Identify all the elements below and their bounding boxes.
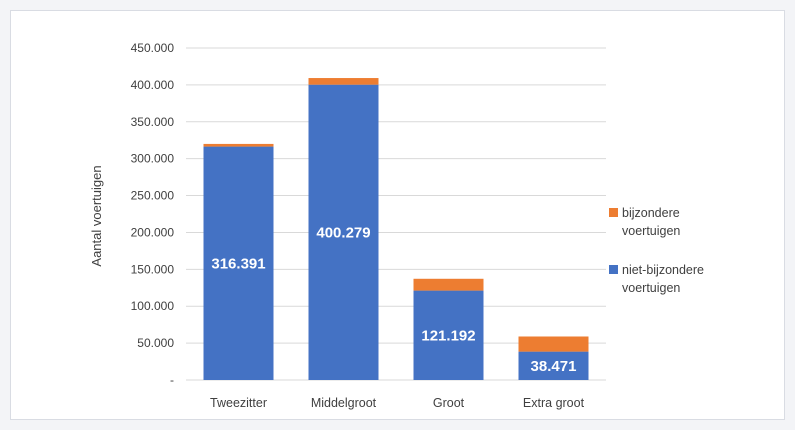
data-label: 316.391 <box>211 255 265 272</box>
bar-niet-bijzondere <box>203 146 274 380</box>
y-tick-label: 300.000 <box>131 152 175 166</box>
x-category-label: Groot <box>433 396 465 410</box>
y-tick-label: 100.000 <box>131 299 175 313</box>
bar-bijzondere <box>203 143 274 147</box>
bar-bijzondere <box>518 336 589 352</box>
data-label: 400.279 <box>316 224 370 241</box>
data-label: 38.471 <box>531 358 577 375</box>
legend: bijzondere voertuigen niet-bijzondere voert… <box>609 206 704 295</box>
legend-label: niet-bijzondere <box>622 263 704 277</box>
bar-bijzondere <box>413 278 484 291</box>
bars <box>203 78 589 381</box>
y-tick-label: 350.000 <box>131 115 175 129</box>
legend-swatch <box>609 208 618 217</box>
y-tick-label: 450.000 <box>131 41 175 55</box>
y-tick-label: 150.000 <box>131 262 175 276</box>
data-labels: 316.391 400.279 121.192 38.471 <box>211 224 576 374</box>
chart-frame: - 50.000 100.000 150.000 200.000 250.000 300.0… <box>10 10 785 420</box>
x-axis-categories: Tweezitter Middelgroot Groot Extra groot <box>210 396 585 410</box>
bar-bijzondere <box>308 78 379 85</box>
y-tick-label: 400.000 <box>131 78 175 92</box>
y-axis-title: Aantal voertuigen <box>89 165 104 266</box>
stacked-bar-chart: - 50.000 100.000 150.000 200.000 250.000 300.0… <box>89 41 704 410</box>
data-label: 121.192 <box>421 327 475 344</box>
bar-niet-bijzondere <box>308 84 379 381</box>
y-tick-label: 50.000 <box>137 336 174 350</box>
legend-label: bijzondere <box>622 206 680 220</box>
x-category-label: Extra groot <box>523 396 585 410</box>
legend-label: voertuigen <box>622 224 680 238</box>
bar-niet-bijzondere <box>518 351 589 380</box>
bar-niet-bijzondere <box>413 290 484 380</box>
x-category-label: Tweezitter <box>210 396 267 410</box>
y-tick-label: 250.000 <box>131 189 175 203</box>
x-category-label: Middelgroot <box>311 396 377 410</box>
y-tick-label: 200.000 <box>131 225 175 239</box>
legend-label: voertuigen <box>622 281 680 295</box>
y-axis-ticks: - 50.000 100.000 150.000 200.000 250.000 300.0… <box>131 41 175 387</box>
legend-swatch <box>609 265 618 274</box>
y-tick-label: - <box>170 373 174 387</box>
